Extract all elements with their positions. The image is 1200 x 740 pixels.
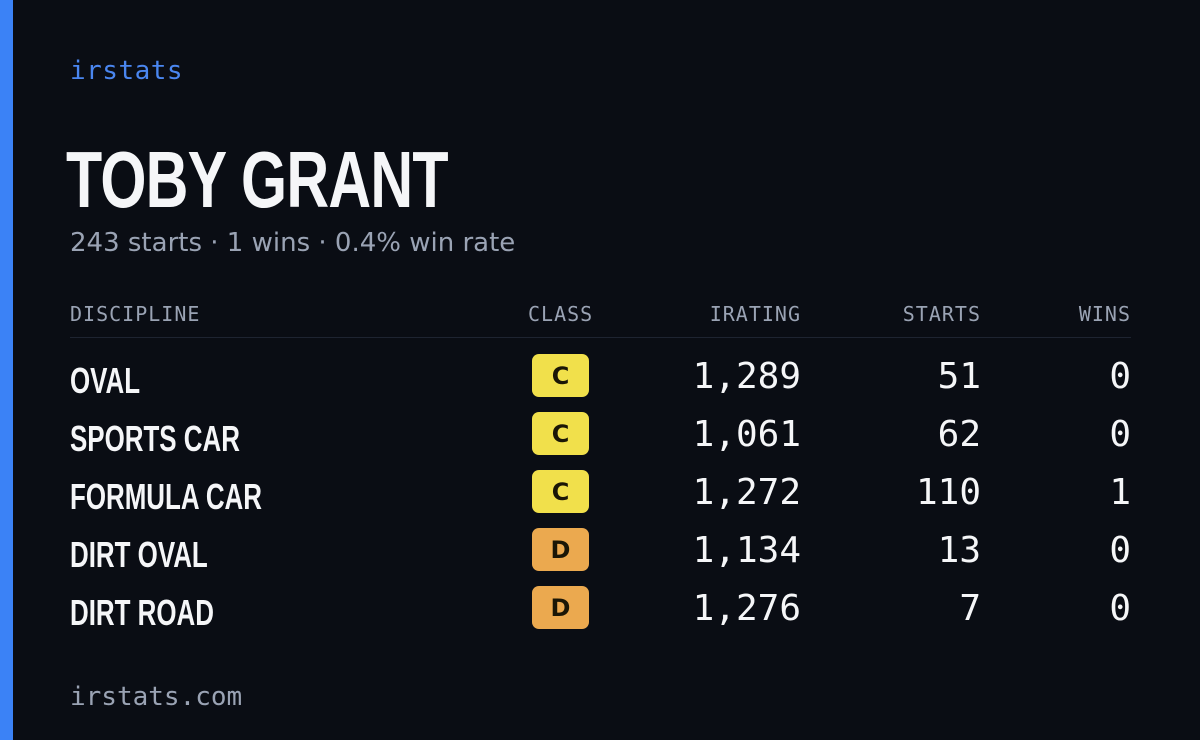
row-wins: 0 — [1109, 356, 1131, 397]
row-starts: 13 — [937, 530, 981, 571]
header-starts: STARTS — [902, 302, 981, 326]
row-starts: 7 — [959, 588, 981, 629]
header-discipline: DISCIPLINE — [70, 302, 201, 326]
header-class: CLASS — [528, 302, 594, 326]
table-row: FORMULA CAR C 1,272 110 1 — [70, 470, 1131, 528]
table-row: DIRT OVAL D 1,134 13 0 — [70, 528, 1131, 586]
row-wins: 0 — [1109, 414, 1131, 455]
table-row: DIRT ROAD D 1,276 7 0 — [70, 586, 1131, 644]
row-discipline: OVAL — [70, 360, 141, 401]
brand-logo: irstats — [70, 56, 184, 86]
class-badge: C — [532, 412, 589, 455]
accent-bar — [0, 0, 13, 740]
row-starts: 110 — [915, 472, 981, 513]
class-badge: D — [532, 586, 589, 629]
footer-url: irstats.com — [70, 682, 243, 712]
table-header: DISCIPLINE CLASS IRATING STARTS WINS — [70, 300, 1131, 338]
summary-wins: 1 wins — [226, 228, 311, 258]
row-discipline: FORMULA CAR — [70, 476, 262, 517]
row-irating: 1,276 — [692, 588, 801, 629]
class-badge: D — [532, 528, 589, 571]
header-wins: WINS — [1078, 302, 1131, 326]
row-discipline: DIRT OVAL — [70, 534, 208, 575]
class-badge: C — [532, 354, 589, 397]
summary-starts: 243 starts — [70, 228, 202, 258]
row-irating: 1,061 — [692, 414, 801, 455]
row-irating: 1,134 — [692, 530, 801, 571]
header-irating: IRATING — [709, 302, 801, 326]
row-starts: 62 — [937, 414, 981, 455]
row-irating: 1,272 — [692, 472, 801, 513]
summary-separator: · — [318, 228, 327, 258]
row-wins: 0 — [1109, 530, 1131, 571]
table-row: SPORTS CAR C 1,061 62 0 — [70, 412, 1131, 470]
row-wins: 0 — [1109, 588, 1131, 629]
summary-win-rate: 0.4% win rate — [334, 228, 516, 258]
row-starts: 51 — [937, 356, 981, 397]
table-row: OVAL C 1,289 51 0 — [70, 354, 1131, 412]
class-badge: C — [532, 470, 589, 513]
summary-separator: · — [210, 228, 219, 258]
row-discipline: DIRT ROAD — [70, 592, 214, 633]
driver-summary: 243 starts · 1 wins · 0.4% win rate — [70, 228, 515, 258]
row-irating: 1,289 — [692, 356, 801, 397]
row-discipline: SPORTS CAR — [70, 418, 240, 459]
row-wins: 1 — [1109, 472, 1131, 513]
driver-name: TOBY GRANT — [66, 135, 449, 224]
